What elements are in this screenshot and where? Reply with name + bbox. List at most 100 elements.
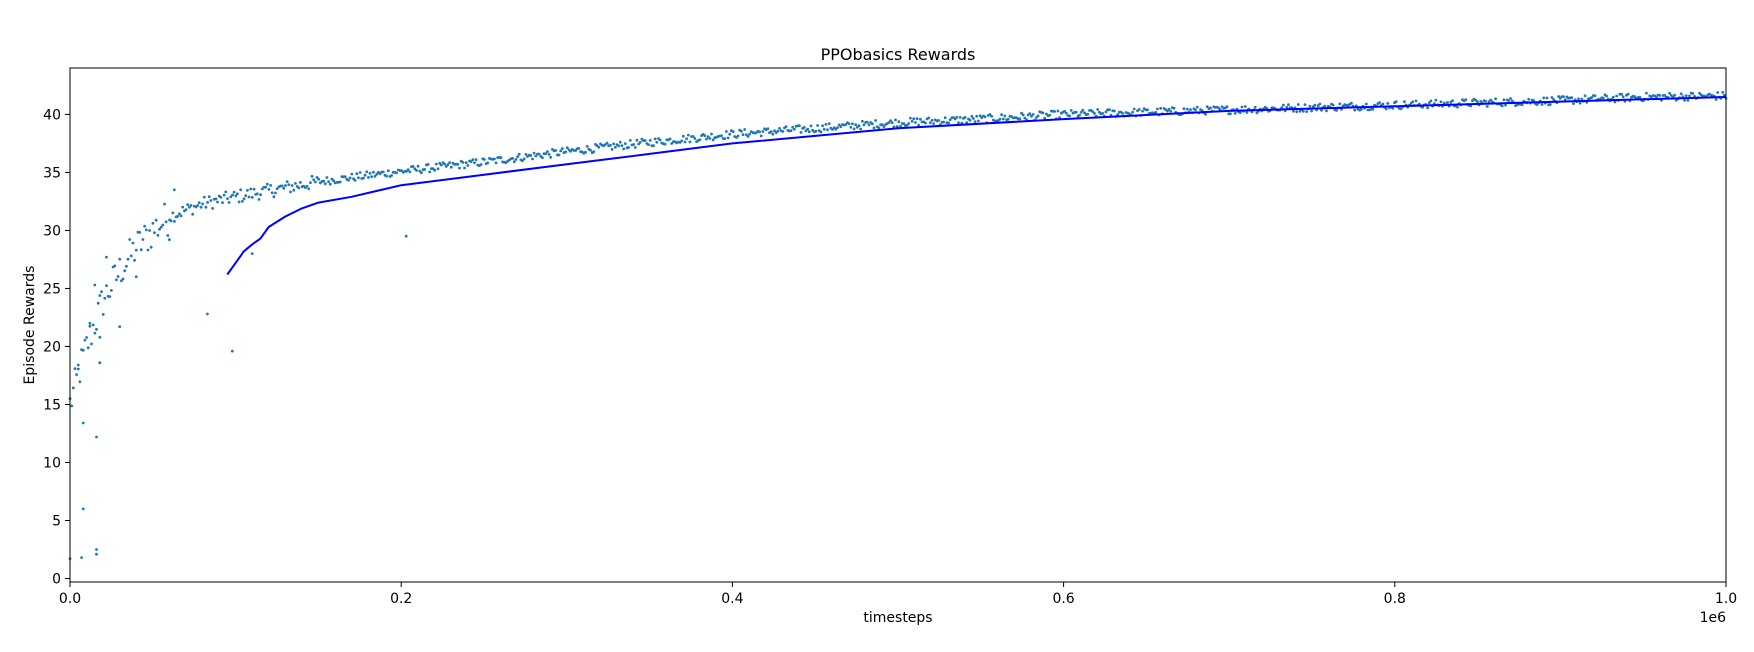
scatter-point <box>313 180 317 184</box>
scatter-point <box>1096 108 1100 111</box>
scatter-point <box>1338 102 1342 106</box>
scatter-point <box>743 128 747 131</box>
scatter-point <box>685 137 688 141</box>
scatter-point <box>1456 105 1459 109</box>
scatter-point <box>76 367 80 371</box>
scatter-point <box>328 182 332 186</box>
scatter-point <box>1359 107 1363 111</box>
scatter-point <box>890 121 894 125</box>
scatter-point <box>511 157 514 160</box>
y-tick-label: 0 <box>52 572 61 588</box>
x-tick-label: 0.0 <box>59 591 81 607</box>
scatter-point <box>1041 111 1045 115</box>
scatter-point <box>592 150 596 154</box>
scatter-point <box>1527 97 1531 101</box>
scatter-point <box>877 126 881 130</box>
scatter-point <box>927 116 931 120</box>
scatter-point <box>168 238 171 242</box>
scatter-point <box>799 131 803 134</box>
scatter-point <box>290 184 294 187</box>
scatter-point <box>443 162 446 166</box>
x-tick-label: 0.6 <box>1052 591 1074 607</box>
x-axis-offset-label: 1e6 <box>1700 610 1727 626</box>
scatter-point <box>983 115 987 119</box>
scatter-point <box>95 548 98 551</box>
scatter-point <box>1292 109 1295 113</box>
scatter-point <box>534 154 538 158</box>
scatter-point <box>471 158 475 162</box>
scatter-point <box>105 255 108 259</box>
x-tick-label: 0.4 <box>721 591 743 607</box>
scatter-point <box>404 234 408 238</box>
scatter-point <box>1399 107 1403 111</box>
scatter-point <box>101 313 105 316</box>
scatter-point <box>164 220 168 224</box>
scatter-point <box>627 146 630 149</box>
scatter-point <box>120 279 123 283</box>
scatter-point <box>1132 107 1136 111</box>
scatter-point <box>280 184 284 188</box>
scatter-point <box>299 181 302 184</box>
scatter-point <box>255 192 259 196</box>
scatter-point <box>1320 108 1323 112</box>
scatter-point <box>1000 113 1003 117</box>
scatter-point <box>806 127 810 131</box>
scatter-point <box>915 117 919 121</box>
scatter-point <box>176 214 180 218</box>
scatter-point <box>1532 99 1536 102</box>
scatter-point <box>990 114 994 118</box>
scatter-point <box>307 187 311 191</box>
scatter-point <box>1577 97 1580 101</box>
scatter-point <box>110 289 113 292</box>
scatter-point <box>623 142 627 146</box>
scatter-point <box>1504 103 1507 107</box>
scatter-point <box>1451 99 1454 102</box>
scatter-point <box>439 163 443 167</box>
scatter-point <box>1485 105 1489 108</box>
scatter-point <box>1688 94 1691 98</box>
scatter-point <box>1205 105 1209 108</box>
scatter-point <box>1189 108 1192 111</box>
scatter-point <box>103 296 107 300</box>
scatter-point <box>100 290 103 294</box>
scatter-point <box>1006 117 1010 121</box>
scatter-point <box>230 349 234 353</box>
scatter-point <box>249 187 253 191</box>
scatter-point <box>1121 112 1124 115</box>
scatter-point <box>367 176 370 179</box>
scatter-point <box>970 114 974 118</box>
scatter-point <box>446 163 450 167</box>
scatter-point <box>1146 108 1149 112</box>
scatter-point <box>178 212 181 216</box>
scatter-point <box>224 190 228 194</box>
scatter-point <box>1580 97 1584 101</box>
scatter-point <box>1243 105 1247 108</box>
scatter-point <box>914 121 917 124</box>
scatter-point <box>847 122 851 126</box>
scatter-point <box>211 207 215 210</box>
scatter-point <box>373 174 377 178</box>
scatter-point <box>148 229 152 232</box>
scatter-point <box>703 134 707 138</box>
scatter-point <box>1384 107 1388 111</box>
scatter-point <box>1502 98 1506 102</box>
scatter-point <box>469 160 473 164</box>
scatter-point <box>434 162 438 166</box>
scatter-point <box>547 153 551 156</box>
scatter-point <box>1068 114 1071 118</box>
scatter-point <box>75 373 78 376</box>
scatter-point <box>1316 104 1320 108</box>
scatter-point <box>309 181 312 185</box>
scatter-point <box>819 130 823 134</box>
scatter-point <box>358 171 362 174</box>
scatter-point <box>493 157 496 161</box>
scatter-point <box>1572 102 1575 105</box>
y-tick-label: 25 <box>43 281 61 297</box>
scatter-point <box>549 155 553 159</box>
scatter-point <box>436 167 440 171</box>
scatter-point <box>292 188 296 192</box>
scatter-point <box>463 166 466 170</box>
scatter-point <box>1621 95 1625 99</box>
scatter-point <box>1031 113 1035 116</box>
scatter-point <box>125 264 128 268</box>
